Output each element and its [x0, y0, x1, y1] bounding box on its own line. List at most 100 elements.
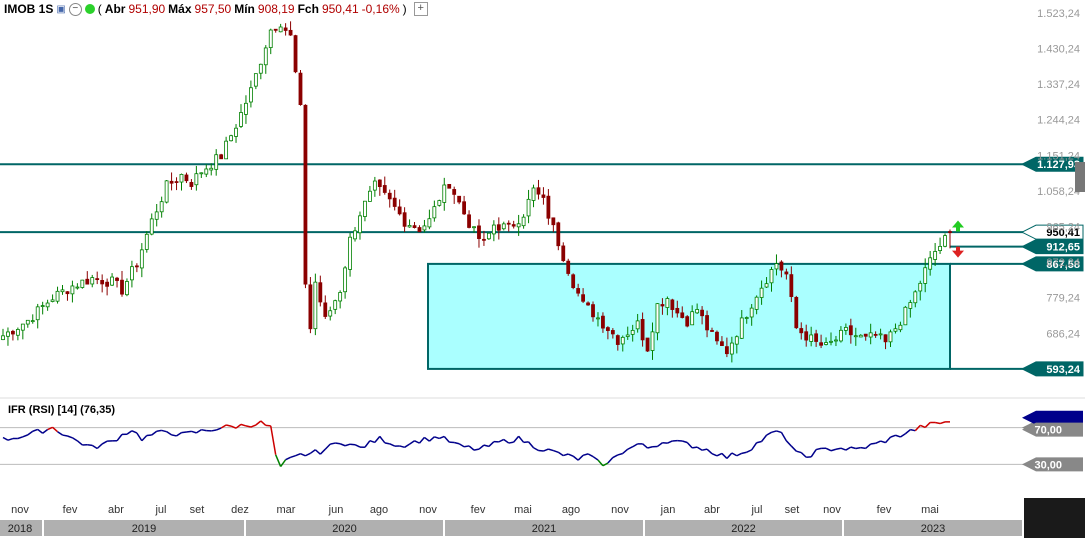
rsi-segment [919, 424, 926, 429]
candle-body [526, 198, 531, 217]
candle-body [194, 173, 199, 186]
month-tick-label: mai [921, 504, 939, 516]
candle-body [313, 281, 318, 330]
candle-body [80, 279, 85, 288]
rsi-segment [800, 452, 807, 458]
candle-body [348, 236, 352, 270]
rsi-label: IFR (RSI) [14] (76,35) [8, 404, 115, 416]
high-label: Máx [168, 2, 192, 16]
candle-body [690, 311, 695, 326]
candle-body [486, 232, 491, 240]
candle-body [1, 335, 5, 341]
candle-body [650, 331, 655, 351]
rsi-segment [255, 420, 262, 426]
arrow-up-icon [952, 220, 964, 232]
rsi-segment [230, 425, 237, 429]
month-tick-label: nov [823, 504, 841, 516]
rsi-segment [880, 440, 886, 444]
rsi-segment [7, 437, 14, 441]
year-band [645, 520, 842, 536]
rsi-segment [418, 436, 426, 444]
candle-body [794, 296, 799, 329]
candle-body [75, 286, 80, 289]
month-tick-label: nov [611, 504, 629, 516]
rsi-segment [309, 449, 316, 454]
candles [1, 21, 952, 363]
candle-body [253, 73, 258, 87]
candle-body [660, 304, 665, 307]
support-resistance-lines[interactable]: 1.127,93 950,41 912,65 867,58 593,24 [0, 156, 1084, 377]
candle-body [283, 27, 288, 31]
chart-menu-icon[interactable]: ▣ [56, 3, 66, 15]
candle-body [278, 26, 283, 33]
high-value: 957,50 [194, 2, 232, 16]
low-value: 908,19 [257, 2, 295, 16]
candle-body [258, 63, 263, 74]
ticker-symbol[interactable]: IMOB 1S [4, 2, 54, 16]
rsi-segment [195, 429, 202, 434]
rsi-segment [686, 441, 693, 449]
candle-body [903, 306, 908, 326]
rsi-segment [37, 428, 44, 434]
rsi-segment [830, 448, 837, 452]
candle-body [353, 230, 357, 240]
price-tick-label: 779,24 [1046, 293, 1080, 305]
candle-body [144, 233, 149, 250]
candle-body [561, 245, 566, 262]
candle-body [298, 72, 303, 106]
month-tick-label: fev [63, 504, 78, 516]
candle-body [685, 316, 690, 327]
candle-body [655, 303, 660, 334]
candle-body [496, 224, 501, 231]
rsi-segment [538, 449, 544, 452]
price-tick-label: 1.151,24 [1037, 150, 1080, 162]
rsi-segment [553, 449, 559, 453]
rsi-segment [692, 446, 698, 449]
candle-body [928, 257, 933, 270]
rsi-segment [572, 455, 579, 461]
candle-body [814, 333, 819, 342]
candle-body [591, 304, 595, 318]
minus-circle-icon[interactable]: − [68, 2, 82, 16]
rsi-segment [513, 435, 520, 443]
candle-body [234, 127, 238, 137]
candle-body [700, 309, 704, 317]
candle-body [789, 274, 794, 297]
candle-body [749, 307, 754, 318]
candle-body [858, 334, 863, 338]
rsi-segment [136, 432, 143, 442]
month-tick-label: abr [108, 504, 124, 516]
rsi-segment [374, 435, 381, 443]
rsi-segment [428, 436, 435, 442]
rsi-segment [235, 423, 242, 429]
candle-body [923, 267, 928, 284]
candle-body [338, 292, 343, 302]
rsi-segment [746, 449, 752, 453]
rsi-segment [290, 454, 296, 459]
candle-body [948, 231, 952, 234]
rsi-segment [736, 452, 743, 457]
price-axis: 1.523,24 1.430,24 1.337,24 1.244,24 1.151,24… [1037, 8, 1085, 340]
rsi-segment [57, 431, 63, 436]
candle-body [541, 194, 546, 198]
price-tick-label: 965,24 [1046, 222, 1080, 234]
month-tick-label: jun [328, 504, 344, 516]
year-label: 2022 [731, 523, 755, 535]
rsi-level-badge [1022, 457, 1083, 472]
candle-body [913, 291, 918, 304]
candle-body [472, 226, 476, 229]
candle-body [219, 154, 224, 160]
candle-body [576, 288, 581, 294]
time-axis: nov fev abr jul set dez mar jun ago nov fev mai ago n… [0, 498, 1085, 538]
rsi-segment [527, 441, 535, 449]
rsi-segment [171, 434, 177, 437]
candle-body [824, 342, 828, 345]
candle-body [581, 294, 585, 302]
candle-body [675, 307, 680, 314]
candle-body [90, 277, 95, 285]
add-panel-icon[interactable]: + [413, 2, 428, 16]
level-label: 950,41 [1046, 227, 1080, 239]
candle-body [239, 112, 243, 127]
rsi-segment [211, 429, 217, 432]
